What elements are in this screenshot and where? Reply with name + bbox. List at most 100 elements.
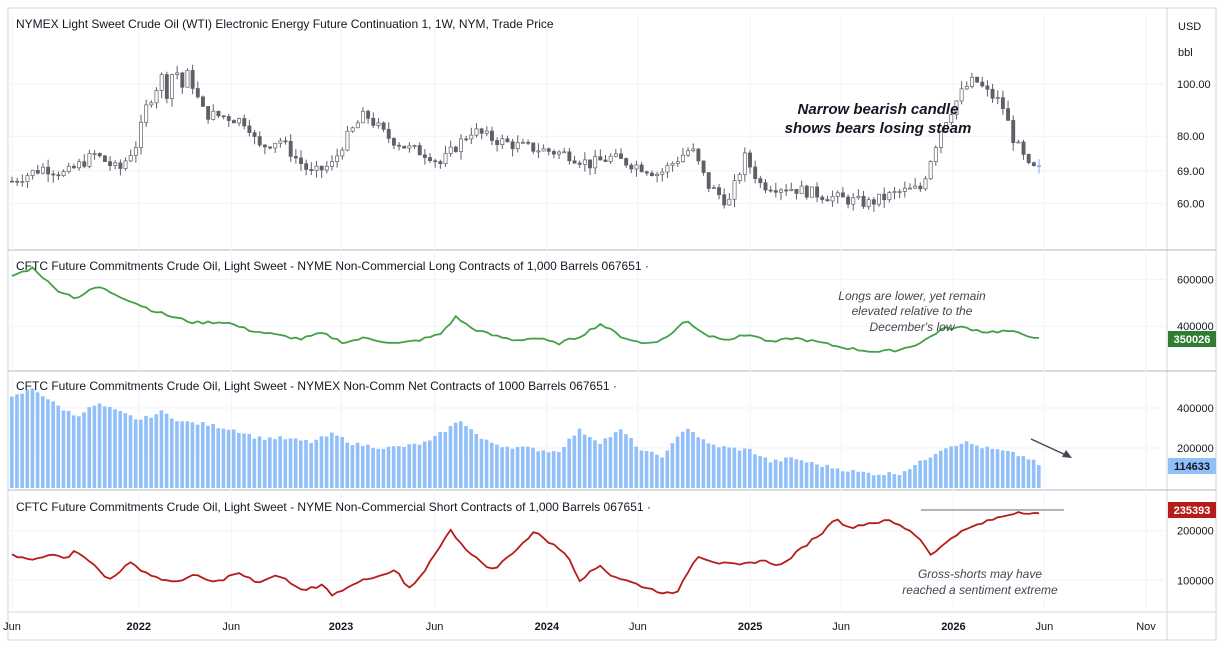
net-contracts-bar [144,415,148,488]
price-pane[interactable]: 60.00 69.00 80.00 100.00 [10,64,1211,212]
price-candle [1000,90,1005,115]
net-contracts-bar [25,389,30,488]
short-contracts-pane[interactable]: 100000 200000 [11,511,1214,597]
net-contracts-bar [433,435,437,488]
price-candle [706,172,711,193]
price-candle [531,142,536,155]
net-contracts-bar [582,434,587,488]
net-contracts-bar [918,460,922,488]
net-contracts-pane[interactable]: 200000 400000 [10,388,1214,488]
price-candle [257,131,262,148]
net-contracts-bar [882,475,886,488]
price-candle [866,196,871,210]
net-contracts-bar [938,450,943,488]
net-contracts-bar [1026,459,1031,488]
price-candle [376,118,381,129]
pane1-title: NYMEX Light Sweet Crude Oil (WTI) Electr… [16,17,554,31]
time-axis-label: 2026 [941,621,965,633]
price-candle [727,193,732,206]
long-contracts-tick-label: 600000 [1177,274,1214,286]
net-contracts-bar [902,471,907,488]
net-contracts-bar [216,428,221,488]
net-contracts-bar [231,429,236,488]
net-contracts-bar [82,412,86,488]
net-contracts-bar [866,472,871,488]
price-candle [520,138,525,144]
price-candle [892,187,897,200]
long-contracts-tick-label: 400000 [1177,321,1214,333]
price-candle [737,172,742,184]
price-candle [459,134,463,160]
price-candle [882,187,887,208]
net-contracts-bar [753,454,757,488]
currency-unit: USD [1178,21,1201,33]
price-candle [464,135,469,142]
price-candle [820,195,825,204]
net-contracts-bar [1006,450,1010,488]
price-candle [753,160,758,184]
price-candle [949,109,954,126]
net-contracts-bar [180,421,184,488]
net-contracts-bar [815,464,819,488]
price-candle [448,140,453,157]
trend-arrow-drawing[interactable] [1030,438,1072,458]
price-candle [536,143,541,159]
price-candle [660,167,665,182]
price-candle [717,184,721,200]
price-candle [809,186,814,198]
price-candle [551,149,556,159]
price-candle [995,90,1000,105]
net-contracts-bar [273,439,277,488]
long-contracts-pane[interactable]: 400000 600000 [11,266,1214,353]
net-contracts-bar [381,448,386,488]
net-contracts-bar [479,438,484,488]
net-contracts-bar [283,439,288,488]
grid-lines [8,14,1167,612]
price-candle [748,149,752,174]
net-contracts-bar [211,423,215,488]
long-annotation-line-3: December's low [870,320,956,334]
net-contracts-bar [200,421,205,488]
price-candle [113,160,118,170]
net-contracts-bar [871,475,876,488]
net-contracts-bar [175,421,179,488]
net-contracts-bar [711,444,716,488]
price-annotation-line-1: Narrow bearish candle [798,101,959,118]
long-contracts-series-line[interactable] [11,266,1039,353]
short-contracts-series-line[interactable] [11,511,1040,597]
price-candle [1006,100,1011,121]
net-contracts-bar [969,444,974,488]
net-contracts-bar [1016,456,1020,488]
price-candle [799,180,804,194]
price-candle [840,187,845,198]
price-candle [846,194,851,209]
net-contracts-bar [794,459,799,488]
price-candle [407,142,412,153]
price-candle [789,182,794,192]
net-contracts-bar [1037,465,1041,488]
net-contracts-bar [789,457,793,488]
price-candle [515,135,520,153]
net-contracts-bar [959,443,964,488]
net-contracts-bar [438,431,442,488]
price-candle [913,178,918,190]
price-candle [345,125,350,152]
price-candle [933,145,938,166]
price-candle [582,152,587,172]
price-candle [273,142,278,153]
net-contracts-bar [835,468,840,488]
net-contracts-bar [825,464,830,488]
net-contracts-bar [324,436,329,488]
price-candle [577,160,582,168]
time-axis[interactable]: Jun 2022 Jun 2023 Jun 2024 Jun 2025 Jun 2026 Jun No… [3,621,1156,633]
net-contracts-bar [608,437,613,488]
net-contracts-bar [97,403,102,488]
price-candle [397,141,402,151]
price-candle [242,114,247,130]
price-candle [804,184,809,200]
net-contracts-bar [376,448,381,488]
price-candle [830,190,835,207]
net-contracts-bar [371,447,375,488]
